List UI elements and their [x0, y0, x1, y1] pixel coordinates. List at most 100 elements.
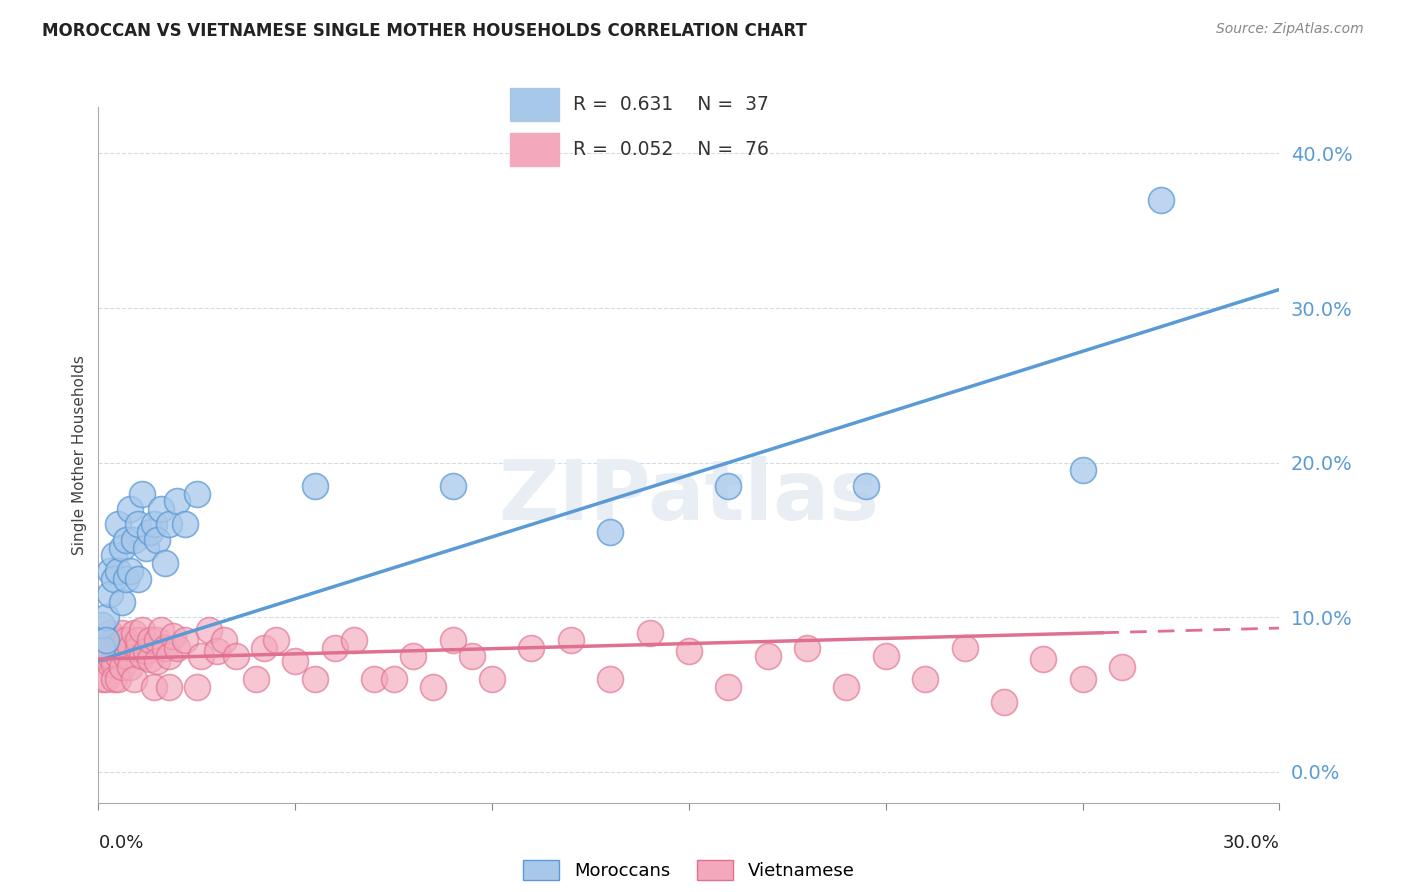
Point [717, 479, 740, 493]
Point [98, 648, 121, 663]
Point [103, 657, 125, 671]
Point [520, 641, 543, 656]
Point [107, 517, 129, 532]
Point [111, 641, 134, 656]
Point [98, 657, 121, 671]
Point [146, 533, 169, 547]
Y-axis label: Single Mother Households: Single Mother Households [72, 355, 87, 555]
Point [142, 517, 165, 532]
Point [174, 517, 197, 532]
Bar [510, 88, 560, 121]
Point [96, 672, 118, 686]
Point [157, 517, 180, 532]
Point [214, 633, 236, 648]
Point [157, 680, 180, 694]
Point [304, 672, 326, 686]
Point [166, 494, 188, 508]
Point [115, 572, 138, 586]
Point [122, 533, 145, 547]
Point [146, 654, 169, 668]
Text: R =  0.631    N =  37: R = 0.631 N = 37 [574, 95, 769, 114]
Point [343, 633, 366, 648]
Point [402, 648, 425, 663]
Point [118, 641, 141, 656]
Point [127, 517, 149, 532]
Point [115, 633, 138, 648]
Point [186, 680, 208, 694]
Point [91, 648, 114, 663]
Point [166, 641, 188, 656]
Point [155, 641, 177, 656]
Point [245, 672, 267, 686]
Point [186, 486, 208, 500]
Point [197, 623, 219, 637]
Point [190, 648, 212, 663]
Point [264, 633, 287, 648]
Point [111, 625, 134, 640]
Point [138, 633, 160, 648]
Point [142, 680, 165, 694]
Point [111, 595, 134, 609]
Point [205, 644, 228, 658]
Point [115, 533, 138, 547]
Text: 0.0%: 0.0% [98, 834, 143, 852]
Point [131, 648, 153, 663]
Point [138, 525, 160, 540]
Text: Source: ZipAtlas.com: Source: ZipAtlas.com [1216, 22, 1364, 37]
Point [91, 672, 114, 686]
Legend: Moroccans, Vietnamese: Moroccans, Vietnamese [516, 853, 862, 888]
Bar [510, 133, 560, 166]
Point [91, 618, 114, 632]
Point [875, 648, 897, 663]
Point [103, 672, 125, 686]
Point [253, 641, 276, 656]
Point [717, 680, 740, 694]
Point [284, 654, 307, 668]
Point [441, 479, 464, 493]
Point [111, 659, 134, 673]
Point [599, 672, 621, 686]
Point [96, 648, 118, 663]
Point [953, 641, 976, 656]
Point [131, 623, 153, 637]
Text: R =  0.052    N =  76: R = 0.052 N = 76 [574, 140, 769, 159]
Point [835, 680, 858, 694]
Point [146, 633, 169, 648]
Point [678, 644, 700, 658]
Point [131, 486, 153, 500]
Point [98, 564, 121, 578]
Point [363, 672, 385, 686]
Text: ZIPatlas: ZIPatlas [499, 456, 879, 537]
Point [560, 633, 582, 648]
Point [115, 648, 138, 663]
Point [118, 502, 141, 516]
Point [914, 672, 936, 686]
Point [422, 680, 444, 694]
Point [756, 648, 779, 663]
Point [174, 633, 197, 648]
Text: MOROCCAN VS VIETNAMESE SINGLE MOTHER HOUSEHOLDS CORRELATION CHART: MOROCCAN VS VIETNAMESE SINGLE MOTHER HOU… [42, 22, 807, 40]
Point [103, 641, 125, 656]
Text: 30.0%: 30.0% [1223, 834, 1279, 852]
Point [111, 541, 134, 555]
Point [162, 629, 184, 643]
Point [135, 541, 157, 555]
Point [481, 672, 503, 686]
Point [138, 652, 160, 666]
Point [96, 633, 118, 648]
Point [150, 623, 173, 637]
Point [122, 672, 145, 686]
Point [304, 479, 326, 493]
Point [993, 695, 1015, 709]
Point [135, 644, 157, 658]
Point [157, 648, 180, 663]
Point [107, 648, 129, 663]
Point [150, 502, 173, 516]
Point [441, 633, 464, 648]
Point [323, 641, 346, 656]
Point [855, 479, 877, 493]
Point [118, 564, 141, 578]
Point [225, 648, 247, 663]
Point [1071, 463, 1094, 477]
Point [122, 625, 145, 640]
